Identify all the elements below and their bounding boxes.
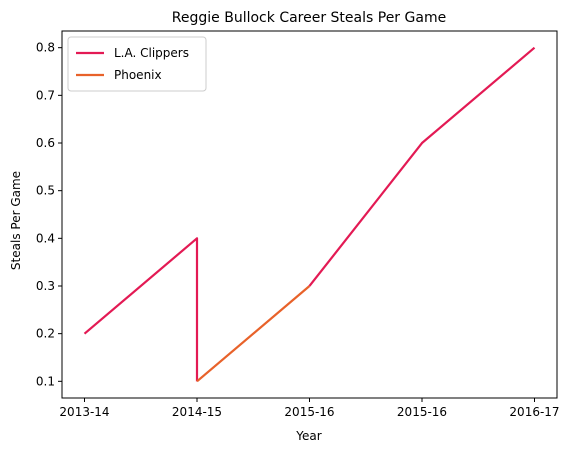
plot-area: 2013-142014-152015-162015-162016-172017-… — [36, 30, 560, 419]
series-line-1 — [196, 285, 311, 383]
x-tick-label: 2016-17 — [509, 405, 559, 419]
y-tick-label: 0.2 — [36, 327, 55, 341]
legend-box — [67, 36, 207, 92]
x-tick-label: 2015-16 — [284, 405, 334, 419]
y-tick-label: 0.4 — [36, 231, 55, 245]
y-tick-label: 0.1 — [36, 374, 55, 388]
y-tick-label: 0.6 — [36, 136, 55, 150]
legend-label: Phoenix — [114, 68, 162, 82]
x-axis-label: Year — [295, 429, 321, 443]
series-line-2 — [308, 46, 536, 287]
y-tick-label: 0.5 — [36, 184, 55, 198]
y-tick-label: 0.7 — [36, 88, 55, 102]
x-tick-label: 2014-15 — [172, 405, 222, 419]
legend: L.A. Clippers Phoenix — [67, 36, 207, 92]
y-tick-label: 0.3 — [36, 279, 55, 293]
y-axis-label: Steals Per Game — [9, 171, 23, 270]
x-tick-label: 2015-16 — [397, 405, 447, 419]
y-tick-label: 0.8 — [36, 41, 55, 55]
series-line-0 — [83, 237, 199, 382]
x-tick-label: 2013-14 — [59, 405, 109, 419]
legend-label: L.A. Clippers — [114, 46, 189, 60]
chart-title: Reggie Bullock Career Steals Per Game — [172, 10, 446, 26]
